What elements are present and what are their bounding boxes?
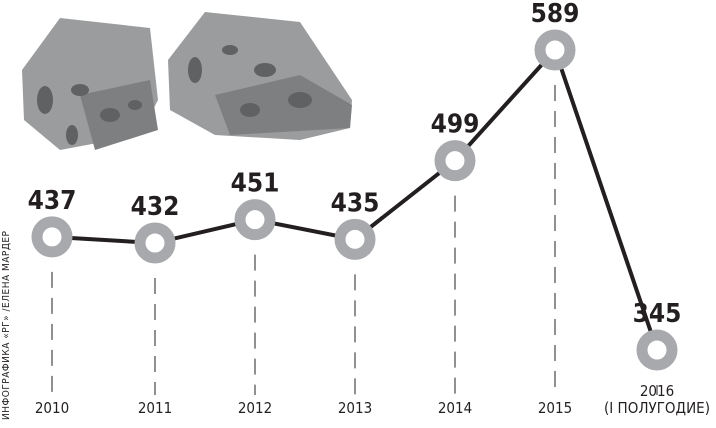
chart: ИНФОГРАФИКА «РГ» /ЕЛЕНА МАРДЕР 437 432 451…	[0, 0, 716, 428]
x-tick-label: 2016 (I ПОЛУГОДИЕ)	[587, 383, 716, 417]
value-label: 345	[633, 299, 682, 329]
value-label: 451	[231, 169, 280, 199]
marker	[140, 228, 170, 258]
marker	[440, 146, 470, 176]
value-label: 435	[331, 188, 380, 218]
value-label: 499	[431, 110, 480, 140]
credit: ИНФОГРАФИКА «РГ» /ЕЛЕНА МАРДЕР	[1, 230, 12, 420]
value-label: 589	[531, 0, 580, 29]
marker	[240, 205, 270, 235]
value-label: 437	[28, 186, 77, 216]
marker	[37, 222, 67, 252]
marker	[340, 224, 370, 254]
marker	[642, 335, 672, 365]
marker	[540, 35, 570, 65]
value-label: 432	[131, 192, 180, 222]
chart-svg: ИНФОГРАФИКА «РГ» /ЕЛЕНА МАРДЕР 437 432 451…	[0, 0, 716, 428]
cheese-illustration	[22, 12, 352, 150]
